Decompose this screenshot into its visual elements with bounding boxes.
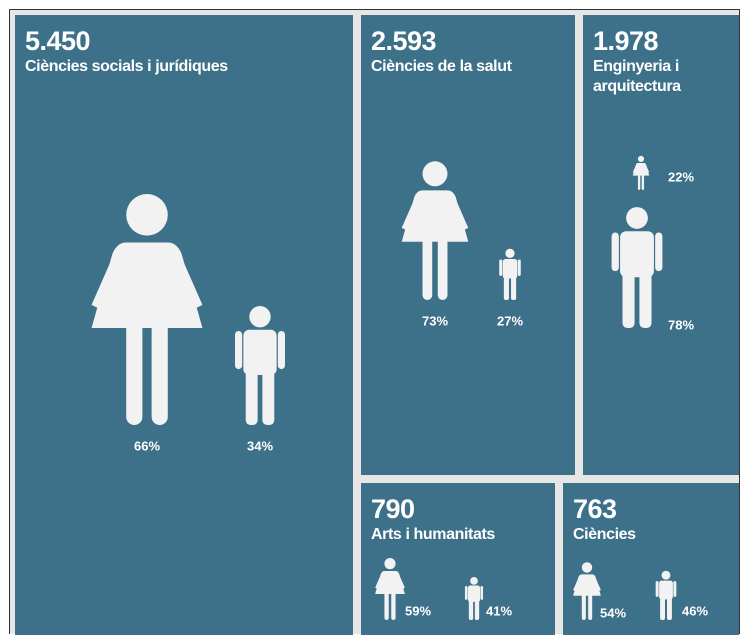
leg: [384, 592, 389, 620]
man-icon: [611, 207, 663, 328]
head: [581, 562, 593, 573]
leg: [245, 365, 258, 425]
tile-value: 1.978: [593, 26, 659, 56]
head: [626, 207, 648, 229]
leg: [503, 274, 509, 300]
arm: [644, 163, 650, 173]
tile-value: 2.593: [371, 26, 437, 56]
man-icon: [464, 576, 484, 620]
tile-label: Ciències de la salut: [371, 58, 512, 75]
tile-value: 790: [371, 494, 415, 524]
arm: [655, 581, 659, 597]
tile-label: Arts i humanitats: [371, 526, 495, 543]
tile: 2.593 Ciències de la salut: [361, 15, 575, 475]
pct-label: 46%: [682, 603, 708, 618]
arm: [375, 572, 384, 590]
tile-label: Ciències socials i jurídiques: [25, 58, 228, 75]
leg: [126, 321, 143, 425]
pct-label: 66%: [134, 438, 160, 453]
torso: [243, 329, 277, 376]
leg: [511, 274, 517, 300]
tile-value: 5.450: [25, 26, 91, 56]
leg: [637, 174, 641, 190]
woman-icon: [401, 161, 469, 300]
pct-label: 78%: [668, 317, 694, 332]
arm: [517, 259, 521, 276]
head: [637, 155, 645, 163]
head: [126, 194, 168, 236]
torso: [620, 231, 654, 278]
leg: [641, 174, 645, 190]
head: [661, 570, 671, 580]
leg: [666, 595, 672, 621]
torso: [467, 585, 481, 602]
woman-icon: [632, 155, 650, 190]
leg: [660, 595, 666, 621]
arm: [170, 247, 203, 310]
tile-label: Enginyeria i arquitectura: [593, 58, 681, 95]
tile-label: Ciències: [573, 526, 636, 543]
pct-label: 34%: [247, 438, 273, 453]
pct-label: 41%: [486, 603, 512, 618]
pct-label: 59%: [405, 603, 431, 618]
torso: [502, 258, 518, 279]
head: [249, 306, 271, 328]
arm: [480, 585, 484, 600]
torso: [659, 580, 673, 600]
woman-icon: [375, 558, 405, 620]
arm: [235, 330, 243, 370]
head: [384, 558, 396, 570]
head: [422, 161, 448, 187]
arm: [573, 575, 582, 592]
leg: [622, 267, 635, 328]
arm: [277, 330, 285, 370]
head: [505, 248, 515, 258]
leg: [474, 598, 480, 620]
arm: [592, 575, 601, 592]
leg: [468, 598, 474, 620]
arm: [673, 581, 677, 597]
man-icon: [235, 306, 285, 425]
tile-value: 763: [573, 494, 617, 524]
leg: [151, 321, 168, 425]
pct-label: 22%: [668, 169, 694, 184]
leg: [391, 592, 396, 620]
arm: [401, 193, 422, 231]
pct-label: 54%: [600, 605, 626, 620]
arm: [611, 232, 619, 272]
arm: [91, 247, 124, 310]
arm: [499, 259, 503, 276]
arm: [448, 193, 469, 231]
man-icon: [499, 248, 521, 300]
leg: [588, 593, 593, 620]
arm: [655, 232, 663, 272]
man-icon: [655, 570, 677, 621]
leg: [422, 237, 433, 300]
woman-icon: [91, 194, 203, 425]
pct-label: 73%: [422, 313, 448, 328]
leg: [581, 593, 586, 620]
head: [470, 576, 478, 585]
arm: [464, 585, 468, 600]
woman-icon: [573, 562, 601, 620]
leg: [262, 365, 275, 425]
arm: [632, 163, 638, 173]
leg: [437, 237, 448, 300]
tile: 763 Ciències: [563, 483, 739, 635]
arm: [396, 572, 405, 590]
leg: [639, 267, 652, 328]
pct-label: 27%: [497, 313, 523, 328]
